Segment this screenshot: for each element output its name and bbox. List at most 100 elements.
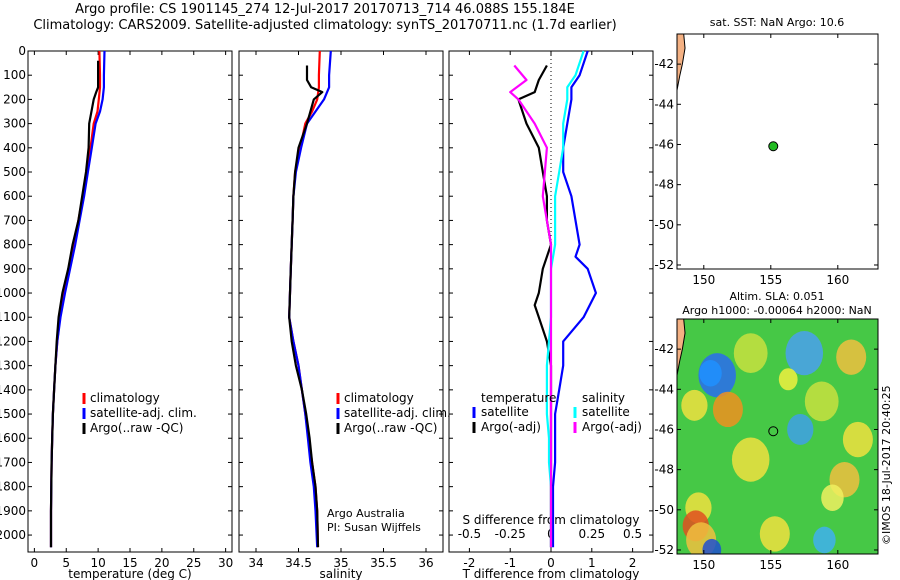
sst-map-float-marker: [768, 141, 779, 152]
sst-map-lat-label: -48: [654, 178, 674, 192]
sla-map-sla-blob: [785, 331, 824, 376]
panel-2-xtick-label: 34.5: [285, 556, 312, 570]
depth-tick-label: 600: [3, 189, 26, 203]
sla-map-sla-blob: [787, 414, 814, 445]
diff-legend-heading-temperature: temperature: [481, 391, 556, 405]
panel-3-xtick-label: 0: [547, 556, 555, 570]
depth-tick-label: 1900: [0, 504, 26, 518]
panel-1-legend-label: climatology: [90, 391, 160, 405]
credit-pi: PI: Susan Wijffels: [327, 521, 421, 534]
salinity-difference-tick-label: 0.25: [578, 527, 605, 541]
panel-1-xlabel: temperature (deg C): [68, 567, 191, 580]
depth-tick-label: 1600: [0, 431, 26, 445]
sla-map-sla-blob: [702, 538, 722, 554]
diff-legend-label: satellite: [481, 405, 529, 419]
sla-map-sla-blob: [813, 526, 836, 554]
sla-map-content: [677, 319, 878, 554]
panel-1-xtick-label: 0: [31, 556, 39, 570]
figure-title-line1: Argo profile: CS 1901145_274 12-Jul-2017…: [75, 2, 575, 17]
sst-map-lat-label: -50: [654, 218, 674, 232]
sla-map-sla-blob: [733, 333, 768, 374]
figure-title-line2: Climatology: CARS2009. Satellite-adjuste…: [33, 18, 617, 33]
sst-map-lat-label: -42: [654, 57, 674, 71]
panel-1-xtick-label: 20: [154, 556, 169, 570]
depth-tick-label: 1100: [0, 310, 26, 324]
sst-map-lon-label: 155: [759, 273, 782, 287]
depth-tick-label: 0: [18, 44, 26, 58]
depth-tick-label: 1400: [0, 383, 26, 397]
series-argo-raw-qc-: [49, 60, 100, 548]
sla-map-land-tasmania: [677, 319, 686, 376]
panel-1-xtick-label: 15: [122, 556, 137, 570]
sst-map-frame: [676, 33, 879, 270]
series-salinity-argo-adj-: [509, 64, 553, 548]
sst-map-lon-label: 160: [826, 273, 849, 287]
salinity-difference-tick-label: 0.5: [623, 527, 642, 541]
sla-map-title-line1: Altim. SLA: 0.051: [729, 290, 824, 303]
sla-map-sla-blob: [804, 381, 839, 422]
sla-map-sla-blob: [759, 516, 790, 552]
sst-map-lat-label: -44: [654, 97, 674, 111]
sla-map-lat-label: -50: [654, 503, 674, 517]
depth-tick-label: 200: [3, 92, 26, 106]
panel-1-xtick-label: 5: [62, 556, 70, 570]
sla-map-lon-label: 160: [826, 558, 849, 572]
sst-map-title: sat. SST: NaN Argo: 10.6: [710, 16, 844, 29]
sla-map-frame: [676, 318, 879, 555]
sst-map-content: [677, 34, 878, 269]
sla-map-lon-label: 155: [759, 558, 782, 572]
diff-legend-label: Argo(-adj): [582, 420, 642, 434]
panel-2-legend-label: satellite-adj. clim.: [344, 406, 451, 420]
panel-2-xtick-label: 35: [333, 556, 348, 570]
depth-tick-label: 1000: [0, 286, 26, 300]
series-argo-raw-qc-: [288, 65, 324, 548]
depth-tick-label: 1500: [0, 407, 26, 421]
panel-2-legend-label: Argo(..raw -QC): [344, 421, 437, 435]
depth-tick-label: 1300: [0, 359, 26, 373]
panel-2-xlabel: salinity: [319, 567, 362, 580]
panel-1-legend-label: Argo(..raw -QC): [90, 421, 183, 435]
sla-map-lat-label: -42: [654, 342, 674, 356]
sst-map-lat-label: -46: [654, 137, 674, 151]
sla-map-lat-label: -44: [654, 382, 674, 396]
panel-1-xtick-label: 10: [90, 556, 105, 570]
sst-map-land-tasmania: [677, 34, 686, 91]
panel-1-legend-label: satellite-adj. clim.: [90, 406, 197, 420]
depth-tick-label: 900: [3, 262, 26, 276]
depth-tick-label: 400: [3, 141, 26, 155]
diff-legend-label: satellite: [582, 405, 630, 419]
sst-map-lat-label: -52: [654, 258, 674, 272]
sla-map-lat-label: -52: [654, 543, 674, 557]
panel-1-xtick-label: 25: [186, 556, 201, 570]
sla-map-lat-label: -48: [654, 463, 674, 477]
sla-map-sla-blob: [842, 421, 873, 458]
depth-tick-label: 500: [3, 165, 26, 179]
sla-map-sla-blob: [731, 437, 770, 482]
panel-3-xtick-label: 2: [629, 556, 637, 570]
depth-tick-label: 100: [3, 68, 26, 82]
sla-map-sla-blob: [699, 359, 722, 387]
panel-2-legend-label: climatology: [344, 391, 414, 405]
panel-3-xtick-label: -2: [463, 556, 475, 570]
sst-map-lon-label: 150: [692, 273, 715, 287]
sla-map-sla-blob: [778, 368, 798, 391]
depth-tick-label: 1800: [0, 480, 26, 494]
panel-3-xtick-label: 1: [588, 556, 596, 570]
series-temperature-satellite: [551, 50, 598, 548]
panel-1-xtick-label: 30: [218, 556, 233, 570]
sla-map-lon-label: 150: [692, 558, 715, 572]
sla-map-title-line2: Argo h1000: -0.00064 h2000: NaN: [682, 304, 872, 317]
salinity-difference-tick-label: -0.5: [458, 527, 481, 541]
sla-map-sla-blob: [836, 339, 867, 375]
sla-map-sla-blob: [821, 484, 844, 512]
depth-tick-label: 1200: [0, 334, 26, 348]
panel-3-xtick-label: -1: [504, 556, 516, 570]
timestamp-stamp: ©IMOS 18-Jul-2017 20:40:25: [880, 385, 893, 545]
panel-2-xtick-label: 34: [248, 556, 263, 570]
depth-tick-label: 2000: [0, 528, 26, 542]
sla-map-lat-label: -46: [654, 422, 674, 436]
depth-tick-label: 300: [3, 117, 26, 131]
panel-2-xtick-label: 35.5: [370, 556, 397, 570]
sst-map-background: [677, 34, 878, 269]
